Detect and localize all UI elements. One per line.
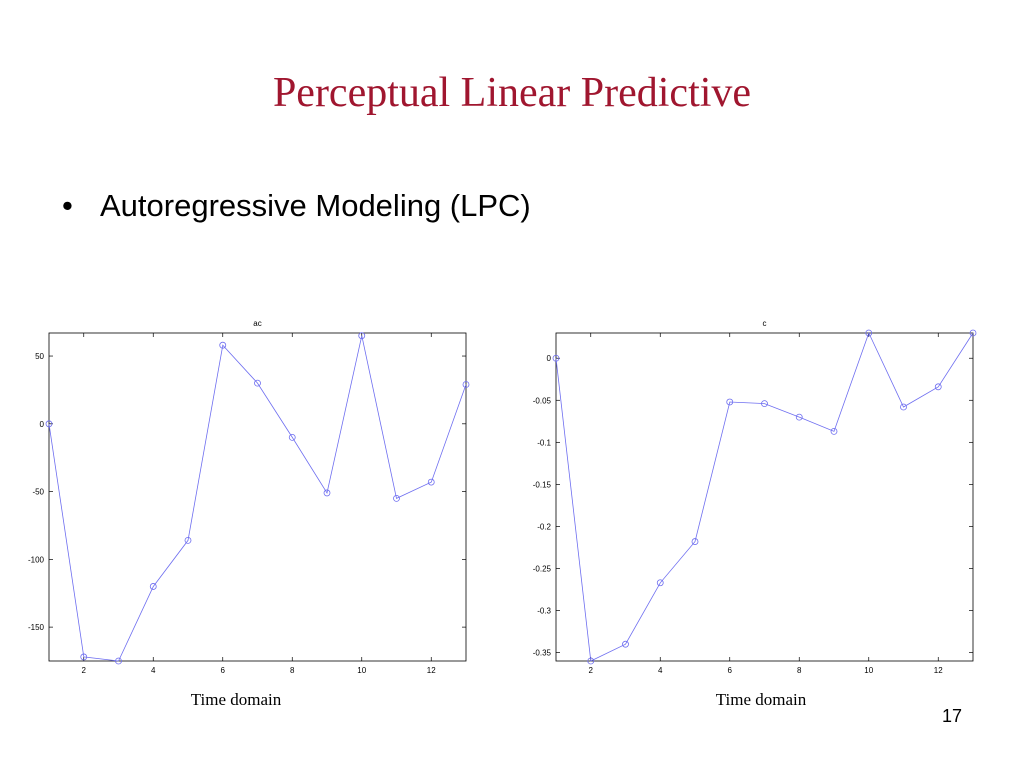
ac-y-tick-label: 0 (40, 420, 45, 429)
c-y-tick-label: -0.2 (537, 522, 551, 531)
ac-data-point (219, 341, 227, 349)
c-x-tick-label: 2 (589, 666, 594, 675)
ac-y-tick-label: -50 (32, 488, 44, 497)
ac-x-tick-label: 8 (290, 666, 295, 675)
c-y-tick-label: -0.15 (533, 480, 552, 489)
c-data-point (830, 427, 838, 435)
c-x-tick-label: 6 (728, 666, 733, 675)
ac-series-line (48, 335, 467, 662)
ac-axes-box (48, 332, 467, 662)
ac-data-point (184, 536, 192, 544)
c-data-point (552, 354, 560, 362)
c-data-point (934, 383, 942, 391)
c-x-tick-label: 8 (797, 666, 802, 675)
c-y-tick-label: 0 (547, 354, 552, 363)
c-data-point (969, 329, 977, 337)
ac-data-point (427, 478, 435, 486)
c-y-tick-label: -0.3 (537, 607, 551, 616)
ac-x-tick-label: 4 (151, 666, 156, 675)
ac-x-tick-label: 6 (221, 666, 226, 675)
page-number: 17 (941, 706, 962, 726)
ac-data-point (323, 489, 331, 497)
bullet-text: Autoregressive Modeling (LPC) (100, 188, 531, 223)
c-data-point (656, 579, 664, 587)
ac-data-point (45, 420, 53, 428)
c-x-tick-label: 12 (934, 666, 943, 675)
c-y-tick-label: -0.35 (533, 649, 552, 658)
ac-data-point (393, 494, 400, 502)
ac-x-tick-label: 10 (357, 666, 366, 675)
ac-data-point (254, 379, 261, 387)
slide-title: Perceptual Linear Predictive (272, 70, 752, 116)
c-data-point (795, 413, 803, 421)
c-data-point (761, 400, 768, 408)
chart-c-caption: Time domain (715, 690, 807, 709)
c-chart-title: c (763, 319, 767, 328)
c-y-tick-label: -0.05 (533, 396, 552, 405)
c-y-tick-label: -0.1 (537, 438, 551, 447)
c-series-line (555, 331, 974, 662)
bullet-symbol: • (62, 188, 73, 223)
c-data-point (900, 403, 907, 411)
c-data-point (587, 657, 595, 665)
ac-y-tick-label: -100 (28, 555, 45, 564)
ac-chart-title: ac (253, 319, 261, 328)
ac-data-point (80, 653, 88, 661)
c-data-point (691, 538, 699, 545)
ac-x-tick-label: 12 (427, 666, 436, 675)
ac-data-point (288, 433, 296, 441)
chart-ac-caption: Time domain (190, 690, 282, 709)
c-x-tick-label: 4 (658, 666, 663, 675)
c-data-point (726, 398, 734, 406)
ac-y-tick-label: 50 (35, 352, 44, 361)
ac-data-point (115, 657, 122, 665)
ac-data-point (462, 381, 470, 388)
ac-x-tick-label: 2 (82, 666, 87, 675)
ac-data-point (358, 332, 366, 340)
c-data-point (622, 640, 629, 648)
c-axes-box (555, 332, 974, 662)
c-data-point (865, 329, 873, 337)
c-x-tick-label: 10 (864, 666, 873, 675)
c-y-tick-label: -0.25 (533, 564, 552, 573)
ac-data-point (149, 583, 157, 590)
bullet-item: • Autoregressive Modeling (LPC) (62, 188, 531, 224)
ac-y-tick-label: -150 (28, 623, 45, 632)
